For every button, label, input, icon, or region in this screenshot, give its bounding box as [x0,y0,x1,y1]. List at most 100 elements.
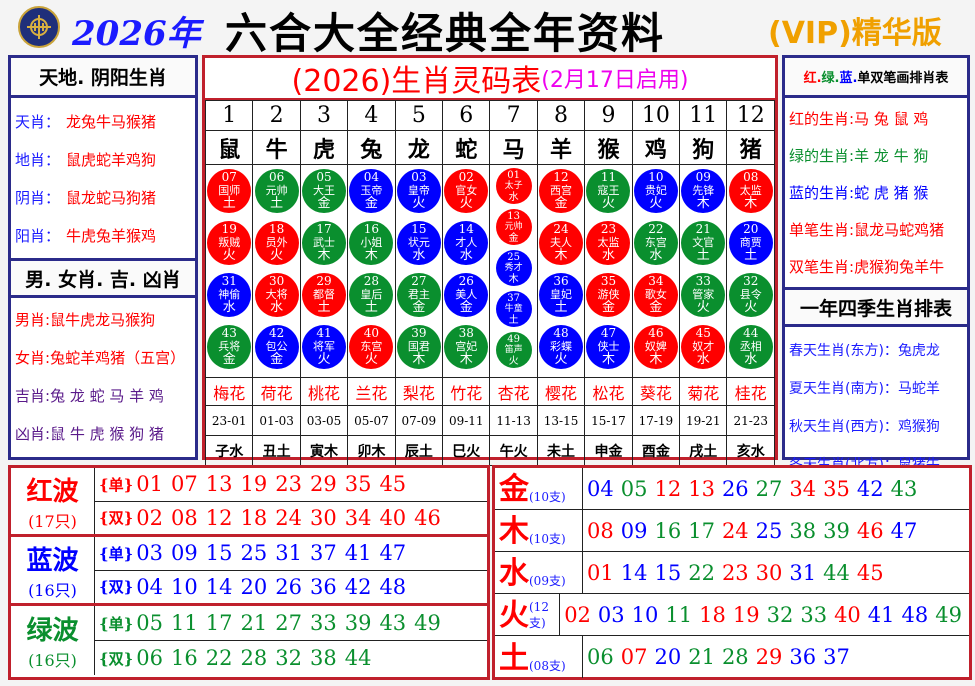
number-ball: 20 商贾土 [728,221,773,265]
item-value: 羊 龙 牛 狗 [854,147,929,165]
number: 05 [136,611,164,635]
ball-number: 46 [648,326,664,340]
number: 12 [654,476,682,501]
ball-number: 34 [648,274,664,288]
zodiac-name: 蛇 [442,130,491,165]
number-ball: 07 国师土 [207,169,252,213]
number-ball: 29 都督土 [302,273,347,317]
ball-element: 火 [364,352,378,367]
wave-single-tag: {单} [99,544,134,563]
item-label: 夏天生肖(南方)： [789,381,898,397]
ball-title: 奴才 [692,340,715,353]
item-value: 鼠龙蛇马狗猪 [66,188,157,207]
time-range: 09-11 [442,405,491,436]
number: 31 [789,560,817,585]
number: 24 [275,505,302,530]
number: 35 [823,476,850,501]
ball-element: 木 [412,352,426,367]
ball-number: 28 [363,274,380,288]
number: 13 [688,476,715,501]
flower-name: 桂花 [726,377,775,406]
wave-name: 绿波 [26,616,79,646]
ball-title: 才人 [455,236,478,249]
seasons-title: 一年四季生肖排表 [785,287,967,327]
wave-name: 蓝波 [26,545,79,576]
ball-title: 管家 [692,288,715,301]
ball-column: 12 西宫金 24 夫人木 36 皇妃土 48 彩蝶火 [536,164,586,378]
number-ball: 16 小姐木 [349,221,394,265]
zodiac-name: 鸡 [631,130,681,165]
number: 07 [171,472,198,497]
element-numbers: 04 05 12 13 26 27 34 35 42 43 [583,468,969,509]
ball-number: 39 [411,326,427,340]
number: 27 [755,476,783,501]
number: 02 [136,505,164,530]
ball-number: 26 [458,274,474,288]
number-ball: 45 奴才水 [681,325,726,369]
ball-number: 40 [363,326,380,340]
list-item: 地肖： 鼠虎蛇羊鸡狗 [11,140,195,178]
time-range: 17-19 [631,405,681,436]
element-name: 木 [499,514,529,549]
number-ball: 38 宫妃木 [444,325,489,369]
number: 33 [800,602,828,627]
number: 47 [890,518,918,543]
number-ball: 24 夫人木 [539,221,584,265]
ball-title: 文官 [692,236,715,249]
ball-number: 45 [695,326,711,340]
flower-name: 杏花 [489,377,538,406]
item-label: 女肖: [15,348,51,367]
number-ball: 10 贵妃火 [633,169,678,213]
ball-number: 02 [458,170,474,184]
item-label: 阳肖： [15,226,61,245]
ball-number: 24 [553,222,569,236]
element-label: 水 (09支) [495,552,583,593]
ball-number: 48 [553,326,569,340]
element-numbers: 01 14 15 22 23 30 31 44 45 [583,552,969,593]
number: 26 [275,574,302,599]
number-ball: 13 元帅金 [495,209,532,245]
ball-element: 金 [601,300,615,315]
element-name: 金 [499,472,529,507]
number: 31 [275,541,302,566]
number-ball: 23 太监水 [586,221,631,265]
number-ball: 05 大王金 [302,169,347,213]
earthly-branch: 申金 [584,435,633,466]
ball-element: 木 [364,248,378,263]
number: 09 [620,518,648,543]
ball-title: 元帅 [265,184,288,197]
number: 36 [789,645,817,669]
earthly-branch: 酉金 [631,435,681,466]
number: 27 [275,611,302,635]
item-label: 男肖: [15,310,51,329]
ball-element: 水 [601,248,615,263]
ball-element: 土 [554,300,568,315]
number-ball: 21 文官土 [681,221,726,265]
ball-number: 27 [411,274,427,288]
flower-name: 松花 [584,377,633,406]
number: 08 [171,505,198,530]
number-ball: 41 将军火 [302,325,347,369]
number-ball: 02 官女火 [444,169,489,213]
zodiac-name: 猴 [584,130,633,165]
ball-title: 国师 [218,184,241,197]
ball-element: 木 [508,274,519,285]
time-range: 11-13 [489,405,538,436]
table-subtitle: (2月17日启用) [541,68,689,93]
earthly-branch: 戌土 [679,435,728,466]
time-range: 07-09 [394,405,444,436]
ball-title: 奴婢 [644,340,667,353]
number: 41 [867,602,895,627]
ball-number: 05 [316,170,332,184]
ball-column: 06 元帅土 18 员外火 30 大将水 42 包公金 [252,164,301,378]
ball-number: 15 [411,222,427,236]
number: 26 [721,476,749,501]
number: 16 [171,646,198,670]
list-item: 春天生肖(东方)： 兔虎龙 [785,331,967,369]
column-number: 4 [347,100,396,131]
logo-emblem-icon [27,15,51,39]
ball-number: 29 [316,274,332,288]
number: 15 [654,560,682,585]
ball-number: 03 [411,170,427,184]
ball-number: 23 [600,222,617,236]
